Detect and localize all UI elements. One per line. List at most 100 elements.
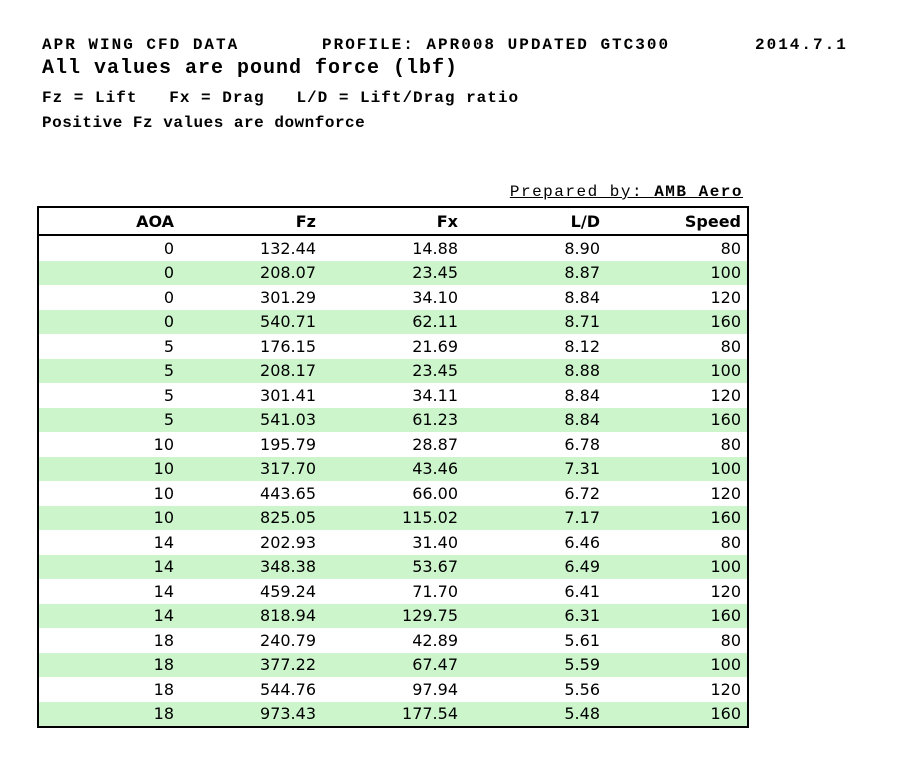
table-row: 18 973.43 177.54 5.48 160 <box>38 701 748 727</box>
table-header-row: AOA Fz Fx L/D Speed <box>38 207 748 236</box>
table-row: 18 240.79 42.89 5.61 80 <box>38 628 748 653</box>
cell-aoa: 14 <box>38 554 180 579</box>
cell-aoa: 14 <box>153 532 174 552</box>
column-header-aoa: AOA <box>38 207 180 236</box>
cell-aoa: 14 <box>153 581 174 601</box>
cell-fz: 459.24 <box>260 581 316 601</box>
cell-fz: 195.79 <box>260 434 316 454</box>
cell-fx: 177.54 <box>322 701 464 727</box>
cell-fx: 66.00 <box>412 483 458 503</box>
cell-fz: 443.65 <box>260 483 316 503</box>
cell-fx: 129.75 <box>322 603 464 628</box>
cell-ld: 8.71 <box>464 309 606 334</box>
downforce-note: Positive Fz values are downforce <box>42 114 366 132</box>
table-row: 14 818.94 129.75 6.31 160 <box>38 603 748 628</box>
cell-aoa: 18 <box>153 679 174 699</box>
column-header-ld: L/D <box>464 207 606 236</box>
cell-fz: 541.03 <box>180 407 322 432</box>
column-header-fz: Fz <box>180 207 322 236</box>
cell-fx: 31.40 <box>412 532 458 552</box>
cell-aoa: 18 <box>38 652 180 677</box>
cell-ld: 6.49 <box>464 554 606 579</box>
cell-fz: 540.71 <box>180 309 322 334</box>
cell-ld: 7.31 <box>464 456 606 481</box>
report-title: APR WING CFD DATA <box>42 36 240 54</box>
cell-fz: 132.44 <box>260 238 316 258</box>
cell-aoa: 10 <box>38 505 180 530</box>
cell-fx: 21.69 <box>412 336 458 356</box>
cell-ld: 5.59 <box>464 652 606 677</box>
cell-speed: 160 <box>606 701 748 727</box>
table-row: 5 301.41 34.11 8.84 120 <box>38 383 748 408</box>
cell-fz: 348.38 <box>180 554 322 579</box>
cell-fx: 115.02 <box>322 505 464 530</box>
cell-speed: 100 <box>606 456 748 481</box>
cell-aoa: 10 <box>38 456 180 481</box>
cell-speed: 120 <box>710 385 741 405</box>
cell-aoa: 18 <box>153 630 174 650</box>
cell-speed: 100 <box>606 260 748 285</box>
table-row: 10 317.70 43.46 7.31 100 <box>38 456 748 481</box>
table-row: 18 377.22 67.47 5.59 100 <box>38 652 748 677</box>
cell-fx: 67.47 <box>322 652 464 677</box>
units-subtitle: All values are pound force (lbf) <box>42 57 459 80</box>
cell-ld: 6.78 <box>564 434 600 454</box>
cell-speed: 160 <box>606 603 748 628</box>
cell-aoa: 18 <box>38 701 180 727</box>
cell-fz: 544.76 <box>260 679 316 699</box>
table-row: 0 132.44 14.88 8.90 80 <box>38 235 748 261</box>
cell-speed: 100 <box>606 554 748 579</box>
cell-aoa: 14 <box>38 603 180 628</box>
table-row: 14 459.24 71.70 6.41 120 <box>38 579 748 604</box>
cell-aoa: 0 <box>38 309 180 334</box>
cell-fx: 53.67 <box>322 554 464 579</box>
prepared-by-line: Prepared by: AMB Aero <box>37 183 743 201</box>
cell-fz: 317.70 <box>180 456 322 481</box>
cell-ld: 6.41 <box>564 581 600 601</box>
cell-fz: 202.93 <box>260 532 316 552</box>
cell-speed: 100 <box>606 652 748 677</box>
table-row: 10 825.05 115.02 7.17 160 <box>38 505 748 530</box>
column-header-fx: Fx <box>322 207 464 236</box>
cell-speed: 160 <box>606 505 748 530</box>
cell-aoa: 0 <box>163 287 174 307</box>
prepared-by-value: AMB Aero <box>654 183 743 201</box>
cell-speed: 120 <box>710 483 741 503</box>
table-row: 5 541.03 61.23 8.84 160 <box>38 407 748 432</box>
cell-fx: 28.87 <box>412 434 458 454</box>
cell-fx: 62.11 <box>322 309 464 334</box>
table-row: 0 540.71 62.11 8.71 160 <box>38 309 748 334</box>
cell-ld: 8.84 <box>564 287 600 307</box>
report-profile: PROFILE: APR008 UPDATED GTC300 <box>322 36 671 54</box>
legend-line: Fz = Lift Fx = Drag L/D = Lift/Drag rati… <box>42 89 520 107</box>
cell-fz: 208.17 <box>180 358 322 383</box>
cell-fx: 42.89 <box>412 630 458 650</box>
cell-ld: 5.48 <box>464 701 606 727</box>
cell-aoa: 5 <box>38 358 180 383</box>
cell-fx: 23.45 <box>322 260 464 285</box>
cell-aoa: 5 <box>38 407 180 432</box>
report-date: 2014.7.1 <box>755 36 848 54</box>
cell-speed: 160 <box>606 407 748 432</box>
table-row: 10 443.65 66.00 6.72 120 <box>38 481 748 506</box>
cell-ld: 5.61 <box>564 630 600 650</box>
cell-ld: 8.12 <box>564 336 600 356</box>
cell-aoa: 0 <box>163 238 174 258</box>
cell-ld: 5.56 <box>564 679 600 699</box>
cell-speed: 100 <box>606 358 748 383</box>
cell-ld: 7.17 <box>464 505 606 530</box>
report-header-line: APR WING CFD DATA PROFILE: APR008 UPDATE… <box>42 36 910 56</box>
cell-ld: 8.87 <box>464 260 606 285</box>
cell-fx: 71.70 <box>412 581 458 601</box>
cell-fz: 973.43 <box>180 701 322 727</box>
cell-ld: 6.46 <box>564 532 600 552</box>
cell-fx: 34.11 <box>412 385 458 405</box>
cell-fz: 377.22 <box>180 652 322 677</box>
table-row: 0 301.29 34.10 8.84 120 <box>38 285 748 310</box>
cell-speed: 120 <box>710 679 741 699</box>
cell-speed: 80 <box>720 238 741 258</box>
cell-ld: 8.84 <box>464 407 606 432</box>
table-row: 18 544.76 97.94 5.56 120 <box>38 677 748 702</box>
table-row: 0 208.07 23.45 8.87 100 <box>38 260 748 285</box>
